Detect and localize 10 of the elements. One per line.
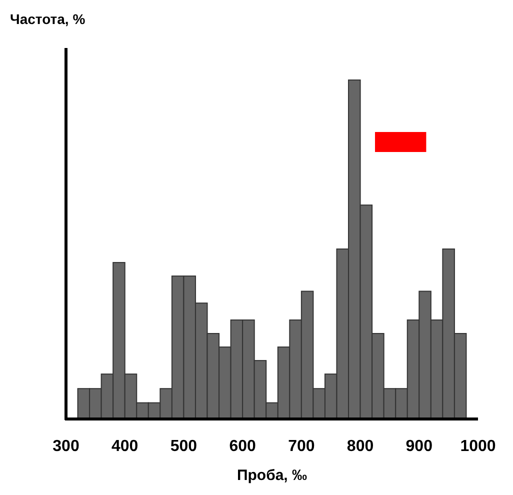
x-tick-label: 1000 bbox=[460, 438, 496, 455]
x-tick-label: 600 bbox=[229, 438, 256, 455]
x-tick-label: 700 bbox=[288, 438, 315, 455]
x-axis-title: Проба, ‰ bbox=[236, 467, 308, 484]
x-tick-label: 900 bbox=[406, 438, 433, 455]
x-tick-label: 800 bbox=[346, 438, 374, 455]
x-tick-label: 300 bbox=[52, 438, 80, 455]
y-axis-title: Частота, % bbox=[10, 11, 86, 27]
x-tick-label: 500 bbox=[170, 438, 198, 455]
x-tick-label: 400 bbox=[112, 438, 138, 455]
